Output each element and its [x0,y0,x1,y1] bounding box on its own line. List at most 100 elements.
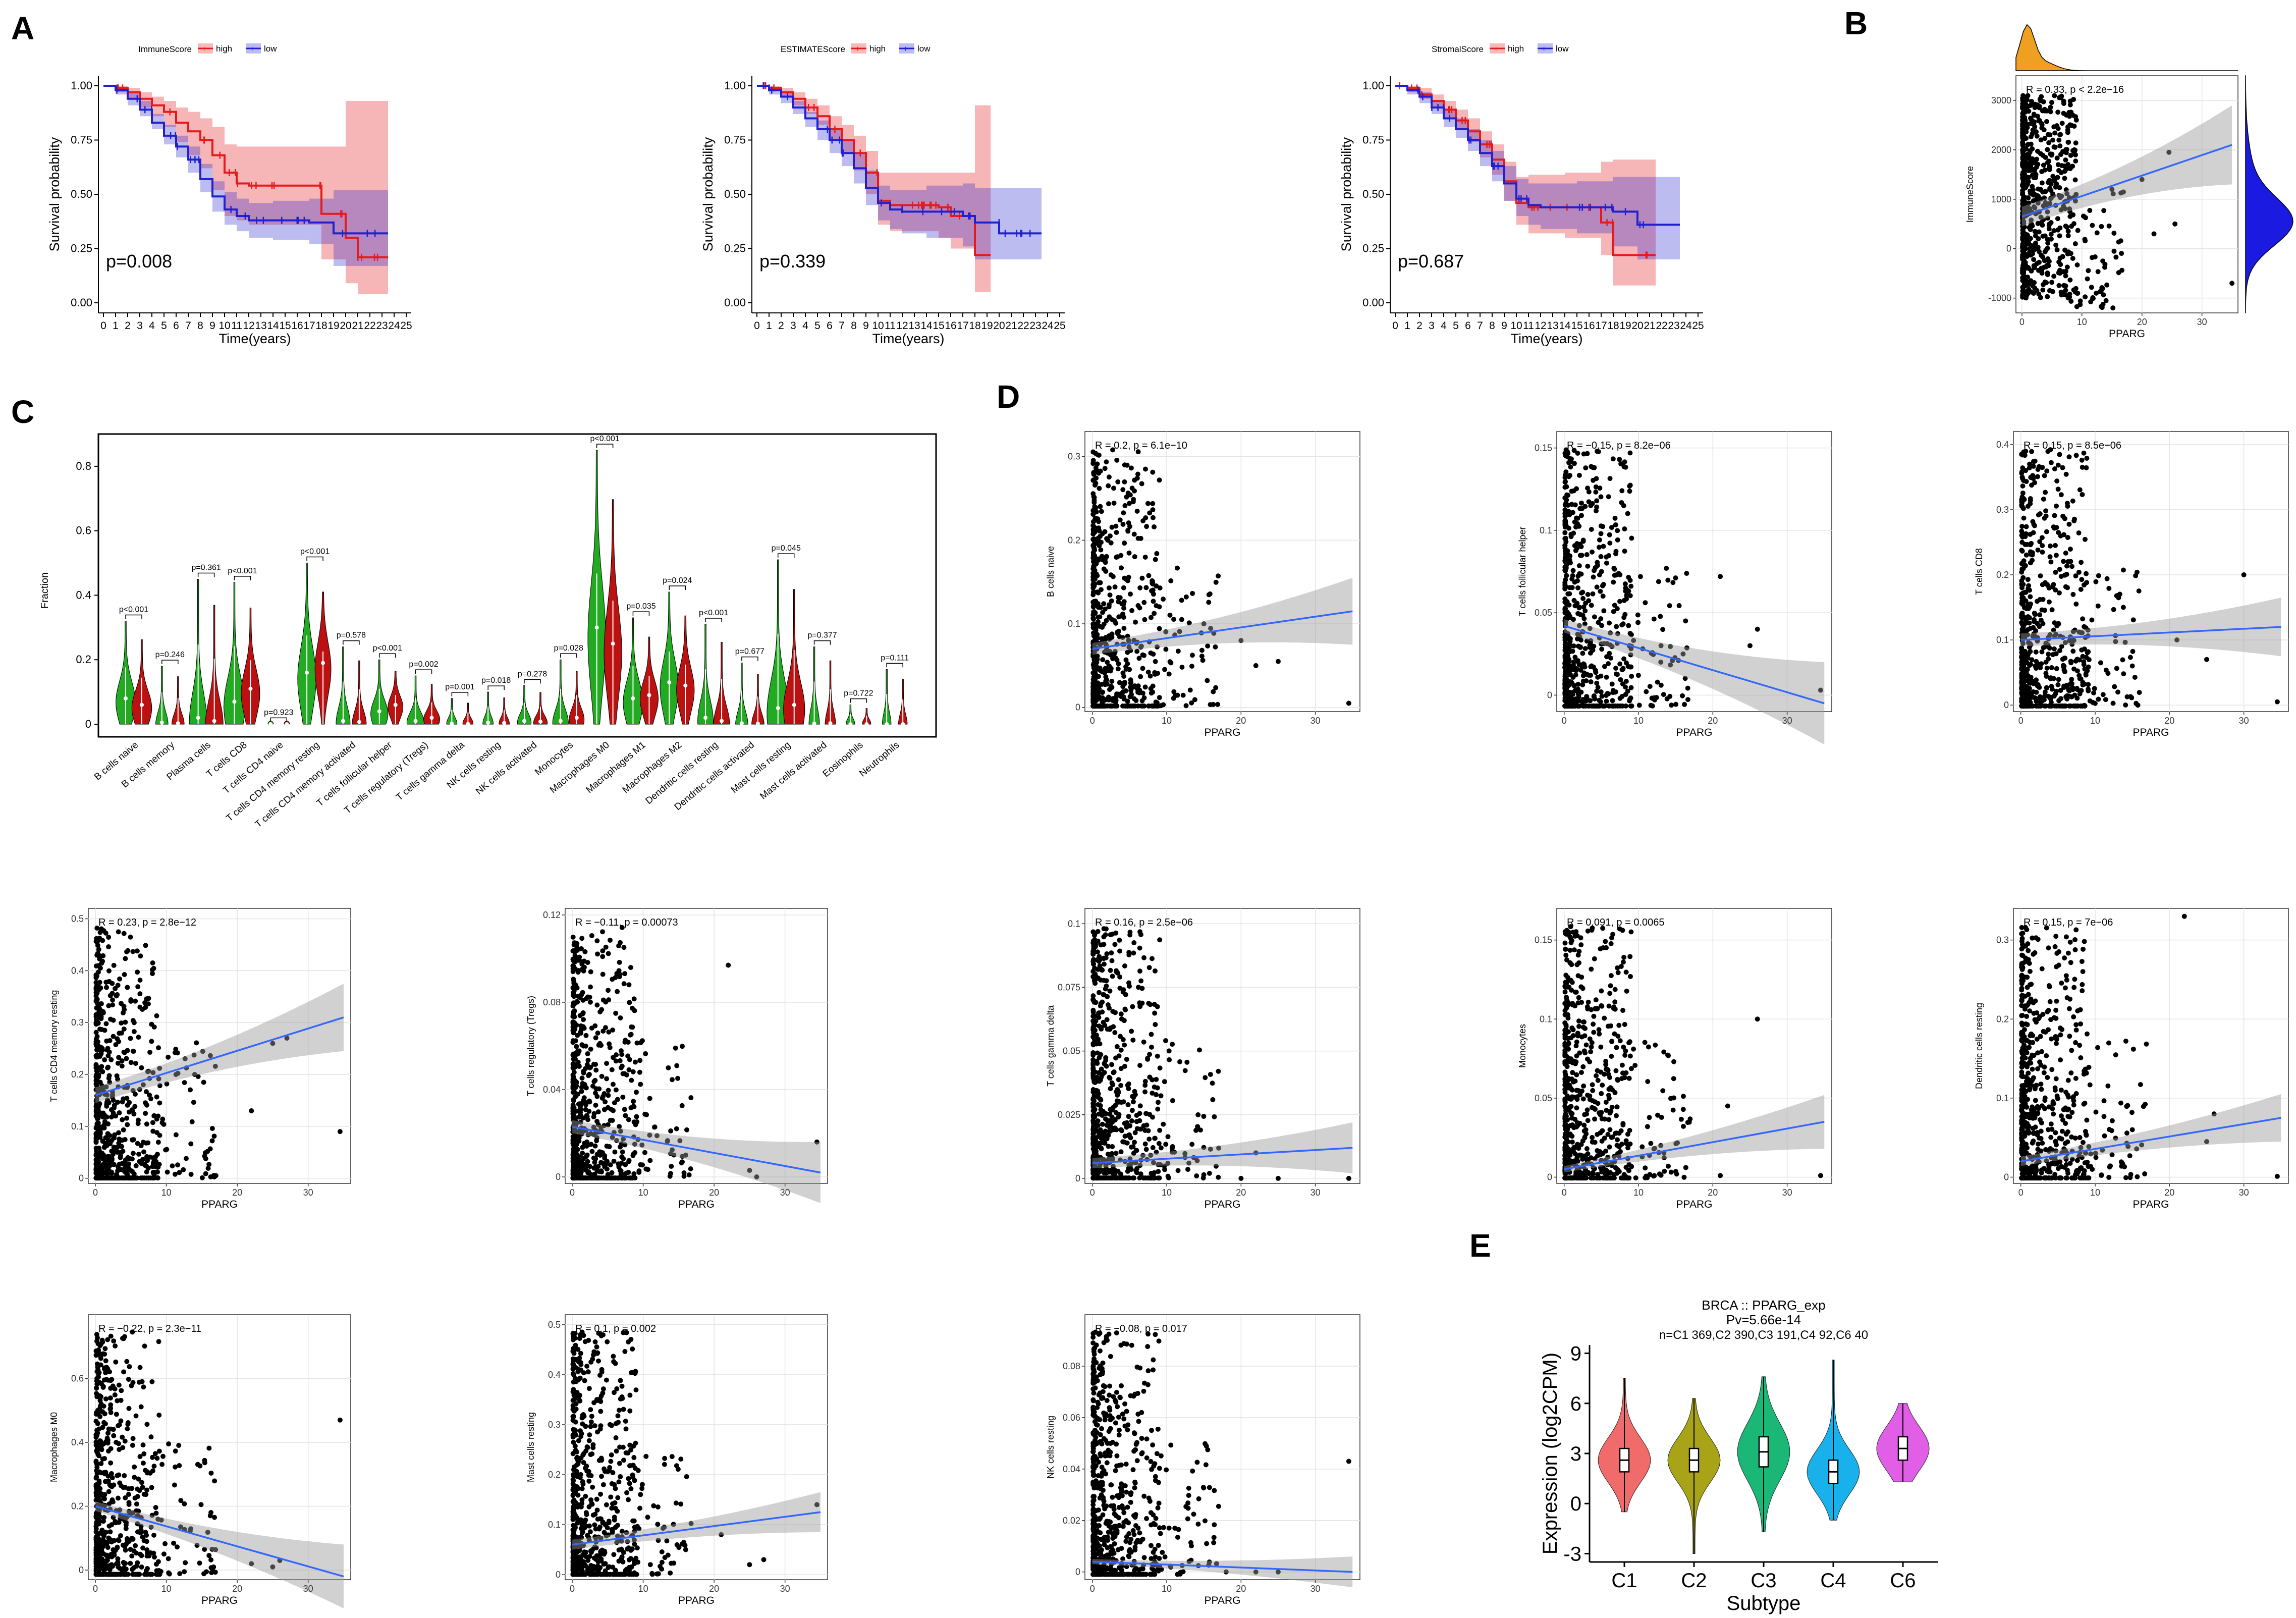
km-pvalue: p=0.008 [106,251,172,272]
scatter-point [2020,237,2026,243]
scatter-point [2038,151,2043,156]
km-x-tick-label: 11 [1523,320,1534,332]
violin-sig-bracket [125,614,142,619]
scatter-point [1121,674,1127,679]
violin-median-dot [611,641,615,646]
scatter-point [138,953,143,959]
scatter-point [2057,267,2062,273]
scatter-point [1094,468,1100,473]
scatter-point [94,1015,99,1021]
scatter-point [1090,616,1096,621]
scatter-point [1140,666,1145,671]
km-y-axis-title: Survival probability [700,137,716,251]
scatter-point [2069,694,2074,699]
km-x-tick-label: 14 [920,320,933,332]
km-x-tick-label: 2 [778,320,784,332]
scatter-point [183,1156,189,1161]
scatter-point [2073,140,2079,146]
scatter-point [1622,526,1627,532]
scatter-point [1154,603,1159,609]
scatter-point [1109,598,1114,604]
scatter-point [144,996,149,1002]
scatter-point [122,1137,128,1142]
scatter-point [2064,693,2070,698]
scatter-point [1111,486,1116,491]
scatter-point [570,1080,576,1086]
km-x-tick-label: 3 [137,320,143,332]
scatter-point [1154,551,1160,556]
scatter-point [2020,231,2026,237]
scatter-point [2073,601,2079,607]
scatter-point [1580,678,1586,684]
scatter-point [2021,515,2027,521]
scatter-point [2073,286,2079,291]
scatter-point [1599,646,1605,652]
scatter-x-axis-title: PPARG [1205,727,1241,738]
scatter-point [2073,114,2079,120]
scatter-point [571,1030,576,1036]
scatter-point [154,1094,159,1100]
scatter-point [1567,585,1572,590]
scatter-point [1120,611,1125,617]
scatter-point [1685,685,1690,691]
km-x-axis-title: Time(years) [1510,331,1582,346]
scatter-point [2061,559,2066,564]
scatter-point [103,980,109,985]
scatter-point [1103,560,1108,565]
violin-pvalue: p=0.045 [772,544,801,553]
violin-sig-bracket [415,669,432,674]
scatter-point [600,954,606,959]
scatter-point [1192,697,1197,703]
scatter-y-tick-label: 0.2 [71,1069,84,1080]
scatter-point [570,1013,576,1019]
violin-pvalue: p=0.923 [264,708,293,717]
scatter-point [2019,581,2025,587]
scatter-point [1122,479,1127,484]
violin-median-dot [305,670,309,675]
scatter-x-tick-label: 10 [2090,716,2100,726]
scatter-point [164,1147,170,1152]
scatter-point [1096,452,1101,458]
violin-sig-bracket [669,585,686,590]
scatter-point [2026,161,2031,167]
scatter-point [2064,264,2070,270]
scatter-point [2021,692,2027,698]
scatter-point [588,969,593,975]
scatter-point [2019,540,2025,545]
violin-pvalue: p=0.002 [409,660,438,669]
scatter-point [1097,486,1102,491]
scatter-point [1575,698,1581,704]
violin-pvalue: p=0.111 [881,654,909,662]
scatter-point [1135,471,1140,477]
km-x-tick-label: 16 [945,320,956,332]
violin-sig-bracket [451,692,469,696]
scatter-point [1607,476,1613,481]
scatter-point [2068,686,2074,691]
scatter-point [2072,147,2078,153]
scatter-point [1607,620,1612,626]
scatter-point [1189,700,1194,706]
scatter-point [628,964,633,970]
violin-median-dot [321,661,325,665]
scatter-y-axis-title: T cells CD4 memory resting [49,990,59,1102]
scatter-point [576,1063,582,1068]
scatter-point [1111,655,1116,661]
scatter-point [1125,633,1130,639]
scatter-y-tick-label: 3000 [1991,95,2011,105]
scatter-point [165,1169,170,1175]
km-x-tick-label: 1 [113,320,119,332]
scatter-point [1135,603,1141,608]
scatter-point [2241,572,2247,577]
scatter-y-tick-label: 0 [1547,690,1552,700]
scatter-point [2079,577,2085,582]
scatter-point [1097,665,1103,671]
scatter-point [2069,224,2074,229]
km-x-tick-label: 2 [1416,320,1423,332]
violin-pvalue: p=0.246 [155,651,185,659]
scatter-point [624,1072,629,1077]
scatter-point [2086,682,2091,687]
scatter-point [177,1170,182,1175]
scatter-point [2080,464,2085,470]
scatter-y-tick-label: 0.1 [1996,635,2009,645]
scatter-point [1118,553,1124,558]
